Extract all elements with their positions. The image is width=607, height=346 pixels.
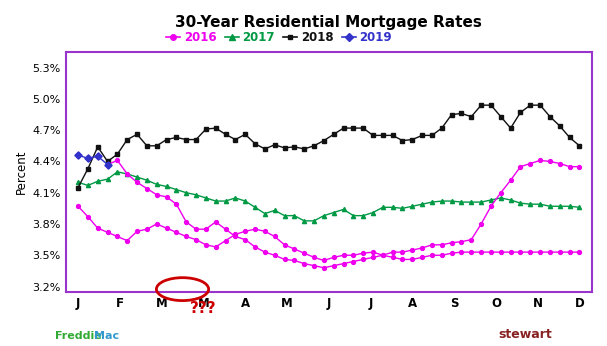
Text: ???: ???: [190, 301, 217, 316]
Y-axis label: Percent: Percent: [15, 149, 28, 194]
Title: 30-Year Residential Mortgage Rates: 30-Year Residential Mortgage Rates: [175, 15, 482, 30]
Text: Mac: Mac: [94, 331, 119, 341]
Legend: 2016, 2017, 2018, 2019: 2016, 2017, 2018, 2019: [166, 31, 392, 44]
Text: stewart: stewart: [498, 328, 552, 341]
Text: Freddie: Freddie: [55, 331, 101, 341]
